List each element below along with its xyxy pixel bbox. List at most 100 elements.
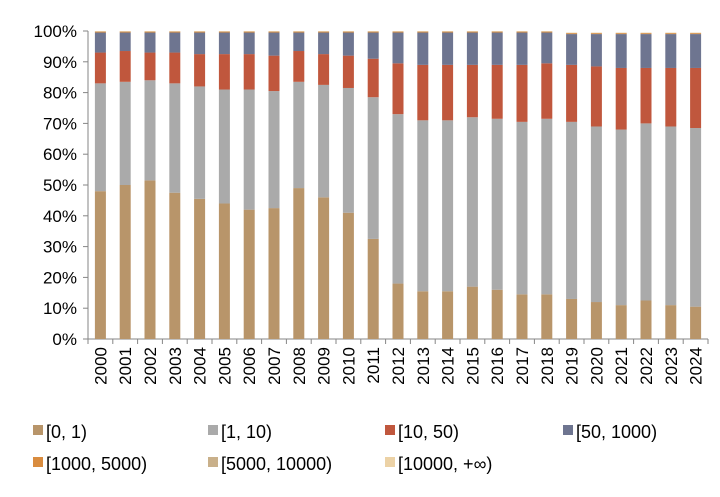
y-tick-label: 10% [43,299,77,318]
bar-segment [690,33,701,34]
bar-segment [269,32,280,33]
bar-segment [293,51,304,82]
bar-segment [368,33,379,59]
bar-segment [194,86,205,198]
bar-segment [517,33,528,65]
bar-segment [269,91,280,208]
bar-segment [665,34,676,68]
bar-segment [95,83,106,191]
bar-segment [665,305,676,339]
bar-segment [145,180,156,339]
bar-segment [368,97,379,239]
bar-segment [368,32,379,33]
bar-segment [417,32,428,33]
y-tick-label: 100% [34,22,77,41]
x-tick-label: 2019 [563,347,582,385]
legend-label: [5000, 10000) [221,454,332,474]
bar-segment [541,294,552,339]
bar-segment [368,239,379,339]
bar-segment [318,54,329,85]
bar-segment [120,185,131,339]
bar-segment [244,210,255,339]
bar-segment [467,32,478,33]
bar-segment [293,188,304,339]
bar-segment [269,33,280,56]
bar-segment [169,193,180,339]
bar-segment [492,32,503,33]
bar-segment [120,51,131,82]
x-tick-label: 2004 [191,347,210,385]
bar-segment [591,66,602,126]
bar-segment [616,34,627,68]
bar-segment [95,33,106,53]
bar-segment [244,32,255,33]
bar-segment [417,33,428,65]
y-tick-label: 20% [43,268,77,287]
x-tick-label: 2011 [364,347,383,384]
x-tick-label: 2001 [116,347,135,385]
bar-segment [219,33,230,55]
bar-segment [492,119,503,290]
bar-segment [467,65,478,117]
bar-segment [616,33,627,34]
bar-segment [665,33,676,34]
bar-segment [566,34,577,65]
bar-segment [442,32,453,33]
bar-segment [194,32,205,33]
bar-segment [343,33,354,56]
legend-label: [10, 50) [398,422,459,442]
legend-swatch [385,457,395,467]
bar-segment [690,68,701,128]
bar-segment [541,63,552,118]
bar-segment [690,307,701,339]
bar-segment [442,291,453,339]
legend-swatch [33,425,43,435]
legend-label: [50, 1000) [576,422,657,442]
bar-segment [244,33,255,55]
legend-label: [1000, 5000) [46,454,147,474]
bar-segment [492,33,503,65]
bar-segment [120,82,131,185]
bar-segment [641,33,652,34]
y-tick-label: 30% [43,238,77,257]
bar-segment [517,65,528,122]
bar-segment [492,290,503,339]
bar-segment [566,33,577,34]
bar-segment [95,32,106,33]
legend-label: [10000, +∞) [398,454,492,474]
bar-segment [368,59,379,98]
x-tick-label: 2003 [166,347,185,385]
bar-segment [219,203,230,339]
bar-segment [318,33,329,55]
bar-segment [393,32,404,33]
bar-segment [318,32,329,33]
x-tick-label: 2008 [290,347,309,385]
bar-segment [641,34,652,68]
x-tick-label: 2021 [612,347,631,385]
bar-segment [145,33,156,53]
bar-segment [169,53,180,84]
y-tick-label: 80% [43,84,77,103]
bar-segment [417,65,428,120]
x-tick-label: 2009 [315,347,334,385]
bar-segment [145,32,156,33]
bar-segment [566,299,577,339]
x-tick-label: 2018 [538,347,557,385]
bar-segment [492,65,503,119]
bar-segment [591,126,602,302]
bar-segment [641,68,652,123]
bar-segment [591,302,602,339]
bar-segment [442,120,453,291]
bar-segment [616,305,627,339]
bar-segment [318,197,329,339]
bar-segment [616,130,627,306]
x-tick-label: 2013 [414,347,433,385]
bar-segment [566,122,577,299]
legend-swatch [208,425,218,435]
x-tick-label: 2007 [265,347,284,385]
y-tick-label: 90% [43,53,77,72]
bar-segment [442,65,453,120]
bar-segment [393,63,404,114]
x-tick-label: 2000 [91,347,110,385]
